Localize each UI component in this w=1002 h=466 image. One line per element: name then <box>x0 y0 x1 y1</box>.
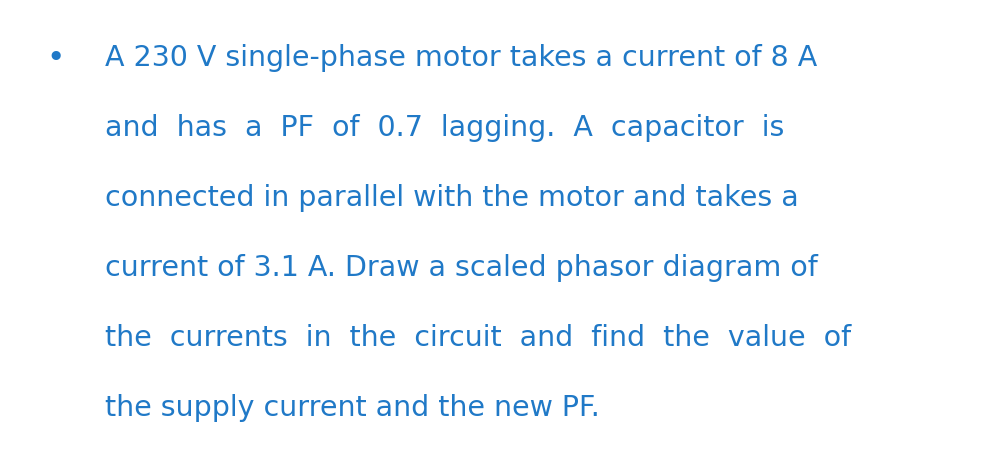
Text: the  currents  in  the  circuit  and  find  the  value  of: the currents in the circuit and find the… <box>105 324 852 352</box>
Text: and  has  a  PF  of  0.7  lagging.  A  capacitor  is: and has a PF of 0.7 lagging. A capacitor… <box>105 114 785 142</box>
Text: connected in parallel with the motor and takes a: connected in parallel with the motor and… <box>105 184 799 212</box>
Text: A 230 V single-phase motor takes a current of 8 A: A 230 V single-phase motor takes a curre… <box>105 44 818 72</box>
Text: •: • <box>46 44 64 73</box>
Text: the supply current and the new PF.: the supply current and the new PF. <box>105 394 600 422</box>
Text: current of 3.1 A. Draw a scaled phasor diagram of: current of 3.1 A. Draw a scaled phasor d… <box>105 254 818 282</box>
